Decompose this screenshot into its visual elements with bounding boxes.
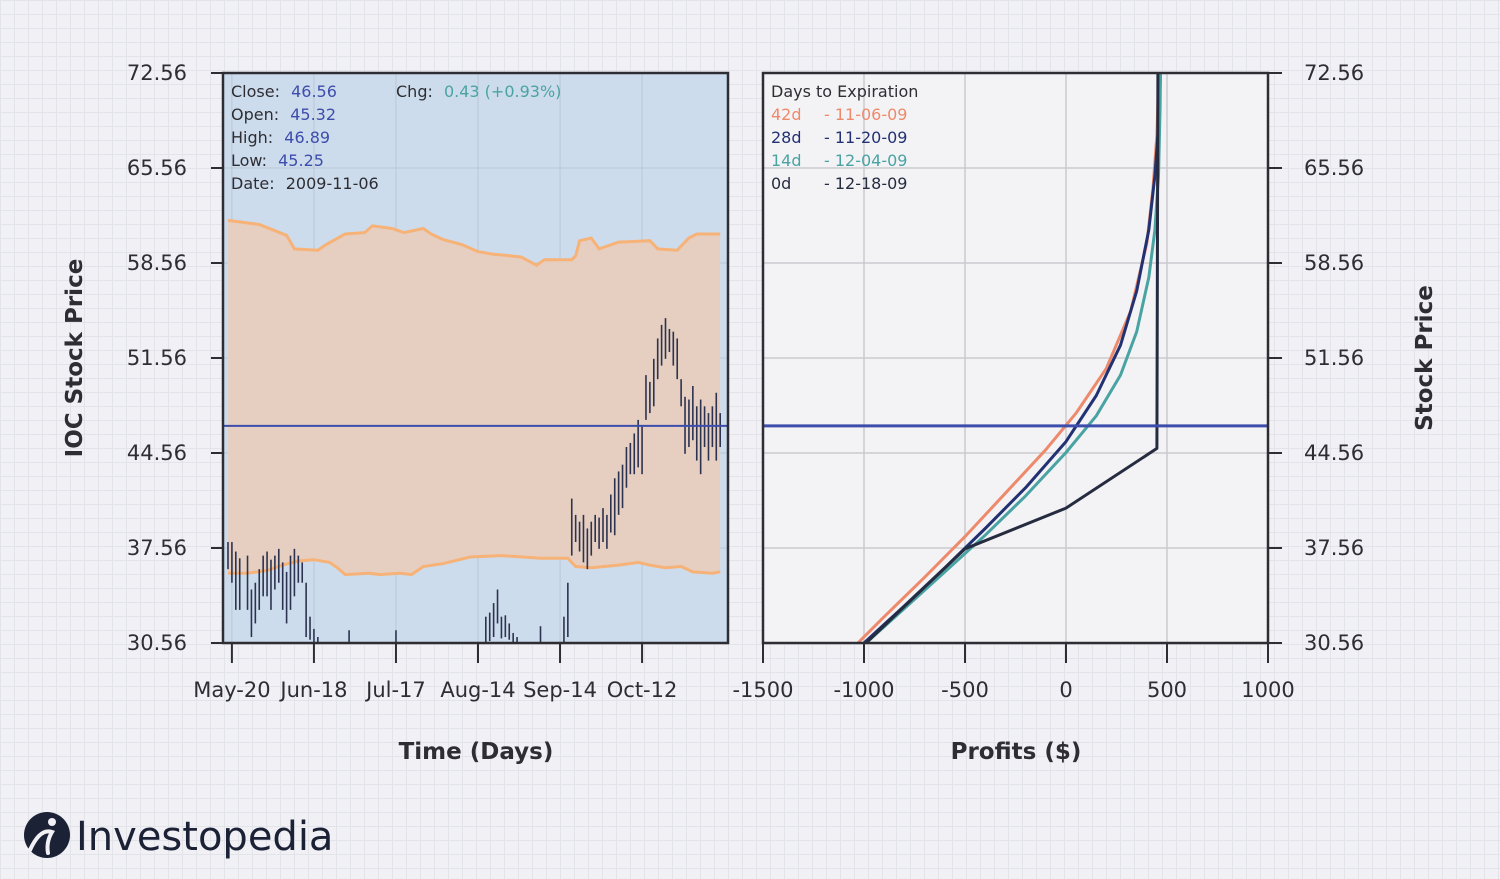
profit-curve-0d	[864, 72, 1160, 645]
info-high: High: 46.89	[231, 128, 330, 147]
right-x-axis-title: Profits ($)	[951, 739, 1082, 765]
info-close-label: Close:	[231, 82, 280, 101]
legend-title: Days to Expiration	[771, 82, 918, 101]
info-date-value: 2009-11-06	[286, 174, 379, 193]
logo-stroke-icon	[28, 829, 55, 855]
legend-entry-days: 42d	[771, 105, 802, 124]
right-x-tick-label: -1500	[732, 678, 793, 702]
left-x-tick-label: Jul-17	[364, 678, 426, 702]
left-x-tick-label: Jun-18	[278, 678, 347, 702]
left-y-tick-label: 51.56	[127, 346, 187, 370]
bollinger-upper-line	[227, 218, 721, 267]
left-x-tick-label: Aug-14	[440, 678, 515, 702]
info-date-label: Date:	[231, 174, 275, 193]
right-x-tick-label: 500	[1147, 678, 1187, 702]
logo-circle-icon	[24, 812, 70, 858]
left-y-tick-label: 72.56	[127, 61, 187, 85]
info-high-value: 46.89	[284, 128, 330, 147]
left-panel: 30.56 37.56 44.56 51.56 58.56 65.56 72.56 May-…	[62, 61, 730, 765]
info-close-value: 46.56	[291, 82, 337, 101]
investopedia-logo: Investopedia	[24, 812, 333, 860]
legend-entry-date: - 12-04-09	[824, 151, 907, 170]
left-y-tick-label: 37.56	[127, 536, 187, 560]
left-y-tick-label: 30.56	[127, 631, 187, 655]
bollinger-band-fill	[228, 220, 721, 575]
right-x-ticks: -1500 -1000 -500 0 500 1000	[732, 643, 1295, 702]
logo-wordmark: Investopedia	[76, 814, 333, 860]
right-panel: 30.56 37.56 44.56 51.56 58.56 65.56 72.56 -150…	[732, 61, 1438, 765]
legend-entry-date: - 12-18-09	[824, 174, 907, 193]
left-x-ticks: May-20 Jun-18 Jul-17 Aug-14 Sep-14 Oct-12	[193, 643, 677, 702]
legend-entry-days: 14d	[771, 151, 802, 170]
ohlc-bars	[227, 318, 721, 643]
info-low-label: Low:	[231, 151, 267, 170]
legend-entry-days: 0d	[771, 174, 791, 193]
right-y-tick-label: 58.56	[1304, 251, 1364, 275]
info-low: Low: 45.25	[231, 151, 324, 170]
legend-entry-date: - 11-06-09	[824, 105, 907, 124]
info-open-label: Open:	[231, 105, 279, 124]
right-y-tick-label: 72.56	[1304, 61, 1364, 85]
legend: Days to Expiration 42d - 11-06-09 28d - 11-…	[771, 82, 918, 193]
right-y-tick-label: 65.56	[1304, 156, 1364, 180]
right-y-tick-label: 51.56	[1304, 346, 1364, 370]
left-x-axis-title: Time (Days)	[399, 739, 554, 765]
legend-entry-date: - 11-20-09	[824, 128, 907, 147]
left-y-tick-label: 44.56	[127, 441, 187, 465]
info-low-value: 45.25	[278, 151, 324, 170]
right-y-axis-title: Stock Price	[1412, 285, 1438, 431]
left-y-ticks: 30.56 37.56 44.56 51.56 58.56 65.56 72.56	[127, 61, 223, 655]
info-box: Close: 46.56 Open: 45.32 High: 46.89 Low…	[231, 82, 561, 193]
left-y-tick-label: 58.56	[127, 251, 187, 275]
legend-entries: 42d - 11-06-09 28d - 11-20-09 14d - 12-04-09 0…	[771, 105, 907, 193]
right-y-tick-label: 30.56	[1304, 631, 1364, 655]
logo-dot-icon	[48, 818, 56, 826]
left-y-axis-title: IOC Stock Price	[62, 259, 88, 458]
left-x-tick-label: May-20	[193, 678, 270, 702]
left-x-tick-label: Oct-12	[607, 678, 678, 702]
right-x-tick-label: -1000	[833, 678, 894, 702]
info-high-label: High:	[231, 128, 273, 147]
legend-entry-days: 28d	[771, 128, 802, 147]
right-x-tick-label: 1000	[1241, 678, 1294, 702]
info-chg-label: Chg:	[396, 82, 433, 101]
right-y-tick-label: 44.56	[1304, 441, 1364, 465]
right-x-tick-label: -500	[941, 678, 989, 702]
profit-curves	[856, 72, 1162, 645]
right-y-tick-label: 37.56	[1304, 536, 1364, 560]
left-y-tick-label: 65.56	[127, 156, 187, 180]
info-date: Date: 2009-11-06	[231, 174, 379, 193]
right-x-tick-label: 0	[1059, 678, 1072, 702]
info-close: Close: 46.56	[231, 82, 337, 101]
info-open: Open: 45.32	[231, 105, 336, 124]
info-change: Chg: 0.43 (+0.93%)	[396, 82, 561, 101]
bollinger-lower-line	[228, 554, 721, 577]
right-y-ticks: 30.56 37.56 44.56 51.56 58.56 65.56 72.56	[1268, 61, 1364, 655]
info-open-value: 45.32	[290, 105, 336, 124]
left-x-tick-label: Sep-14	[523, 678, 597, 702]
info-chg-value: 0.43 (+0.93%)	[444, 82, 561, 101]
